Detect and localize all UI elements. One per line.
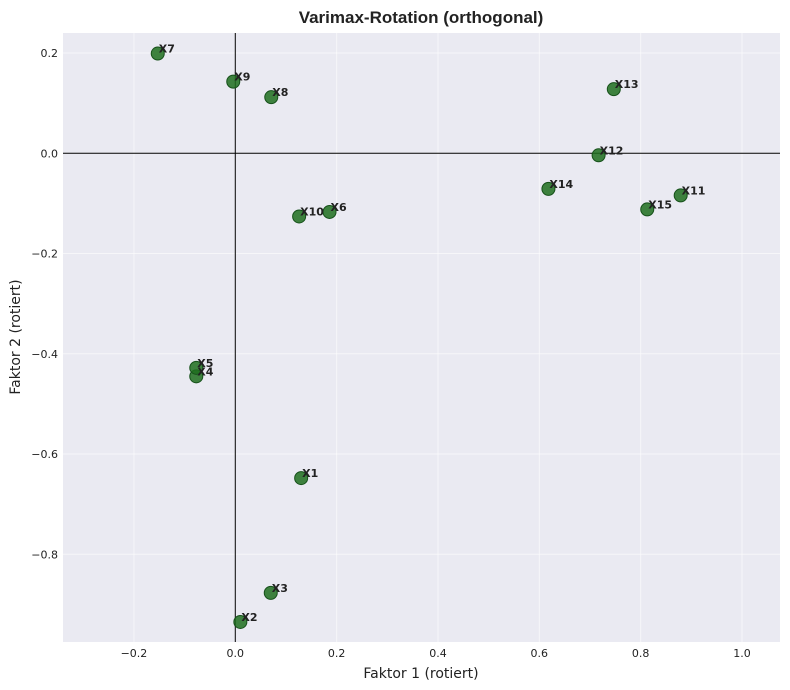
- y-tick-label: −0.8: [31, 548, 58, 561]
- data-point: [294, 471, 309, 486]
- x-tick-label: 0.4: [429, 647, 447, 660]
- data-point-label: X6: [331, 201, 347, 214]
- y-tick-label: −0.2: [31, 248, 58, 261]
- data-point-label: X10: [300, 205, 324, 218]
- data-point: [292, 209, 307, 224]
- grid: [63, 33, 780, 642]
- x-axis-label: Faktor 1 (rotiert): [363, 666, 478, 682]
- data-point: [322, 204, 337, 219]
- data-point: [189, 360, 204, 375]
- data-point-label: X9: [234, 71, 250, 84]
- y-tick-label: −0.6: [31, 448, 58, 461]
- x-tick-label: 0.6: [531, 647, 549, 660]
- data-point-label: X14: [549, 178, 573, 191]
- data-point: [226, 74, 241, 89]
- data-point-label: X3: [272, 582, 288, 595]
- y-tick-label: 0.0: [41, 147, 59, 160]
- y-axis-label: Faktor 2 (rotiert): [8, 279, 24, 394]
- x-tick-label: 1.0: [733, 647, 751, 660]
- data-point: [150, 46, 165, 61]
- x-tick-label: 0.8: [632, 647, 650, 660]
- data-point-label: X7: [159, 43, 175, 56]
- data-point-label: X4: [197, 365, 213, 378]
- data-points: [150, 46, 688, 629]
- data-point: [606, 82, 621, 97]
- x-axis-ticks: −0.2 0.0 0.2 0.4 0.6 0.8 1.0: [121, 647, 751, 660]
- data-point-label: X15: [648, 198, 672, 211]
- x-tick-label: −0.2: [121, 647, 148, 660]
- data-point-label: X11: [682, 184, 706, 197]
- y-tick-label: −0.4: [31, 348, 58, 361]
- y-tick-label: 0.2: [41, 47, 59, 60]
- data-point-label: X1: [302, 467, 318, 480]
- data-point: [640, 202, 655, 217]
- data-point-label: X12: [600, 144, 624, 157]
- data-point: [263, 585, 278, 600]
- x-tick-label: 0.2: [328, 647, 346, 660]
- y-axis-ticks: 0.2 0.0 −0.2 −0.4 −0.6 −0.8: [31, 47, 58, 561]
- x-tick-label: 0.0: [227, 647, 245, 660]
- data-point-label: X8: [272, 86, 288, 99]
- plot-area: [63, 33, 780, 642]
- data-point: [673, 188, 688, 203]
- data-point: [264, 90, 279, 105]
- data-point: [591, 148, 606, 163]
- data-point-label: X13: [615, 78, 639, 91]
- zero-reference-lines: [63, 33, 780, 642]
- data-point: [233, 614, 248, 629]
- chart-title: Varimax-Rotation (orthogonal): [299, 8, 544, 27]
- data-point-label: X5: [197, 357, 213, 370]
- data-point: [541, 181, 556, 196]
- data-point-label: X2: [241, 611, 257, 624]
